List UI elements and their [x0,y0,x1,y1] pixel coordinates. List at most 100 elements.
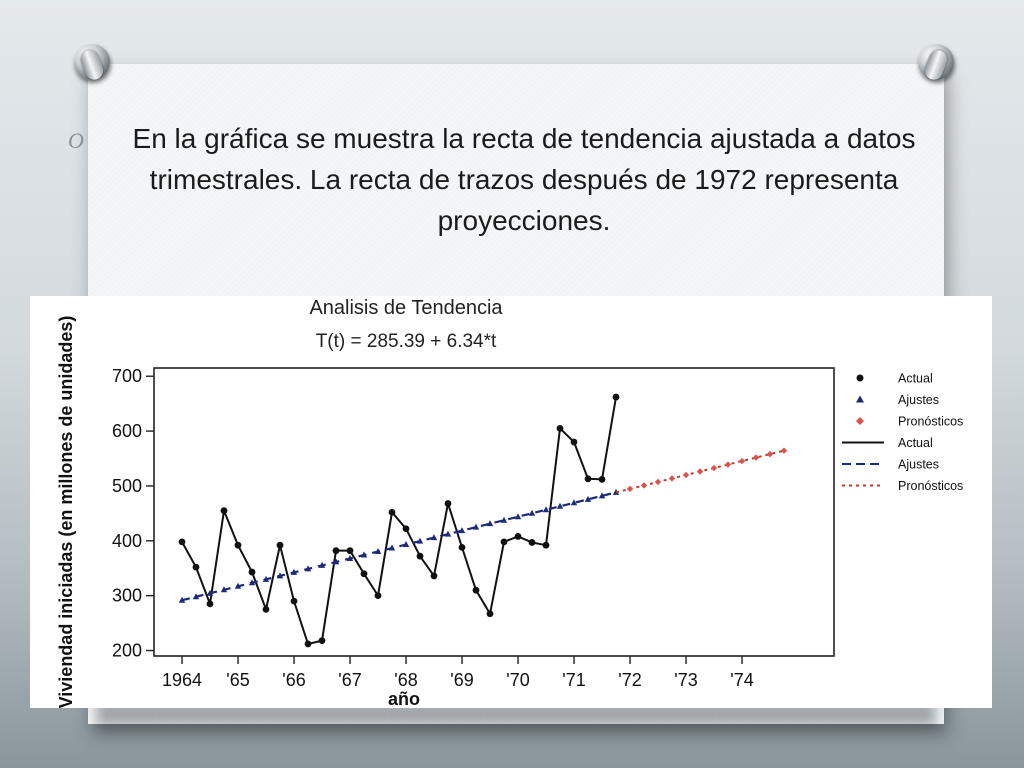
actual-line [181,396,617,646]
actual-point [332,547,340,555]
x-tick-label: '72 [618,670,641,690]
chart-subtitle: T(t) = 285.39 + 6.34*t [316,331,497,352]
fitted-point [276,572,284,579]
trend-chart: Analisis de Tendencia T(t) = 285.39 + 6.… [56,297,963,708]
fitted-point [514,513,522,520]
actual-point [556,424,564,432]
actual-point [290,597,298,605]
fitted-point [318,561,326,568]
x-tick-label: '67 [338,670,361,690]
y-tick-label: 700 [112,366,142,386]
forecast-point [738,457,746,465]
y-tick-label: 400 [112,531,142,551]
fitted-point [304,565,312,572]
actual-point [612,393,620,401]
forecast-point [626,485,634,493]
forecast-point [654,478,662,486]
forecast-point [780,447,788,454]
fitted-point [416,537,424,544]
x-tick-label: '68 [394,670,417,690]
fitted-point [556,502,564,509]
fitted-point [178,596,186,603]
x-axis-label: año [388,689,420,708]
legend-label: Pronósticos [898,479,963,493]
actual-point [192,563,200,571]
y-tick-label: 200 [112,641,142,661]
actual-point [318,637,326,645]
fitted-point [332,558,340,565]
actual-point [374,592,382,600]
pushpin-left-icon [74,44,112,83]
fitted-point [486,520,494,527]
actual-point [234,541,242,549]
forecast-point [724,461,732,468]
pushpin-right-icon [918,44,956,83]
fitted-point [570,499,578,506]
fitted-point [220,586,228,593]
actual-point [248,568,256,576]
fitted-point [472,523,480,530]
y-axis-label: Viviendad iniciadas (en millones de unid… [56,316,76,708]
x-tick-label: '66 [282,670,305,690]
actual-point [500,538,508,546]
forecast-point [682,471,690,479]
fitted-point [290,568,298,575]
legend-triangle-icon [856,395,864,403]
actual-point [346,547,354,555]
fitted-point [360,551,368,558]
actual-point [206,600,214,608]
bullet-icon: O [68,128,84,153]
forecast-point [766,450,774,458]
forecast-point [752,454,760,461]
actual-point [458,543,466,551]
actual-point [472,586,480,594]
actual-point [598,475,606,483]
actual-point [486,610,494,618]
plot-frame [153,367,835,657]
fitted-point [528,509,536,516]
actual-point [262,605,270,613]
actual-point [304,640,312,648]
fitted-point [584,495,592,502]
actual-point [430,572,438,580]
actual-point [220,507,228,515]
fitted-point [206,589,214,596]
legend-label: Actual [898,436,933,450]
y-tick-label: 300 [112,586,142,606]
forecast-point [710,464,718,472]
x-tick-label: '71 [562,670,585,690]
legend-dot-icon [856,374,864,382]
actual-point [528,539,536,546]
legend-label: Pronósticos [898,415,963,429]
fitted-point [192,593,200,600]
actual-point [360,570,368,578]
x-tick-label: '69 [450,670,473,690]
y-tick-label: 500 [112,476,142,496]
fitted-point [402,541,410,548]
fitted-point [458,527,466,534]
actual-point [416,552,424,560]
fitted-point [262,575,270,582]
fitted-point [430,534,438,541]
chart-title: Analisis de Tendencia [309,297,503,319]
x-tick-label: 1964 [162,670,202,690]
forecast-point [668,475,676,482]
actual-point [584,475,592,483]
actual-point [276,541,284,549]
actual-point [388,508,396,516]
actual-point [514,533,522,540]
actual-point [542,541,550,549]
forecast-point [640,482,648,489]
fitted-trend-line [181,491,617,602]
legend-label: Actual [898,372,933,386]
fitted-point [234,582,242,589]
fitted-point [598,492,606,499]
y-tick-label: 600 [112,421,142,441]
fitted-point [346,554,354,561]
fitted-point [500,516,508,523]
x-tick-label: '73 [674,670,697,690]
x-tick-label: '65 [226,670,249,690]
legend-diamond-icon [856,417,864,425]
slide-bullet-text: En la gráfica se muestra la recta de ten… [132,123,916,236]
actual-point [444,500,452,507]
